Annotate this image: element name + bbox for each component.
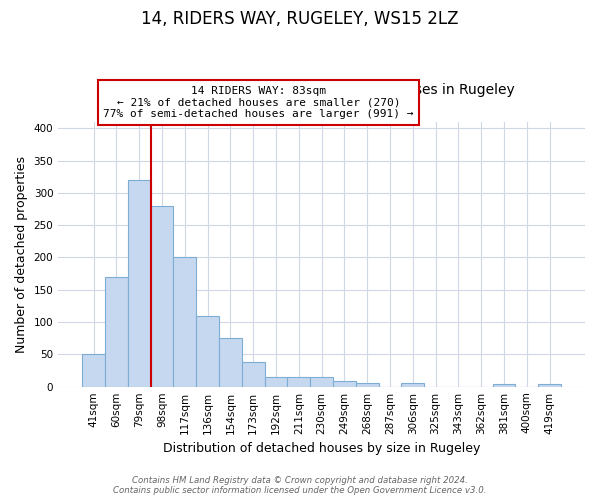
Bar [401,384,424,386]
X-axis label: Distribution of detached houses by size in Rugeley: Distribution of detached houses by size … [163,442,480,455]
Text: Contains HM Land Registry data © Crown copyright and database right 2024.
Contai: Contains HM Land Registry data © Crown c… [113,476,487,495]
Text: 14, RIDERS WAY, RUGELEY, WS15 2LZ: 14, RIDERS WAY, RUGELEY, WS15 2LZ [141,10,459,28]
Title: Size of property relative to detached houses in Rugeley: Size of property relative to detached ho… [129,83,514,97]
Bar [173,258,196,386]
Bar [82,354,105,386]
Y-axis label: Number of detached properties: Number of detached properties [15,156,28,352]
Bar [219,338,242,386]
Bar [151,206,173,386]
Text: 14 RIDERS WAY: 83sqm
← 21% of detached houses are smaller (270)
77% of semi-deta: 14 RIDERS WAY: 83sqm ← 21% of detached h… [103,86,413,119]
Bar [538,384,561,386]
Bar [310,377,333,386]
Bar [196,316,219,386]
Bar [287,377,310,386]
Bar [242,362,265,386]
Bar [265,377,287,386]
Bar [493,384,515,386]
Bar [356,384,379,386]
Bar [333,381,356,386]
Bar [128,180,151,386]
Bar [105,277,128,386]
